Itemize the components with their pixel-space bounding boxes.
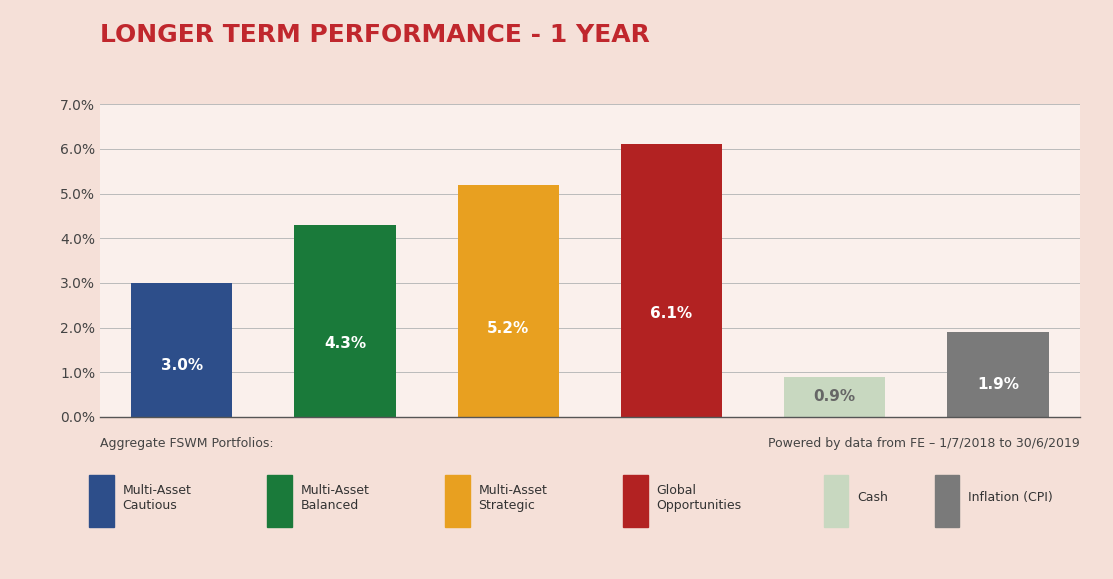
Bar	[295, 225, 395, 417]
Text: 4.3%: 4.3%	[324, 336, 366, 351]
Text: 1.9%: 1.9%	[977, 377, 1020, 392]
Bar	[621, 144, 722, 417]
Bar	[457, 185, 559, 417]
Text: 0.9%: 0.9%	[814, 389, 856, 404]
Text: Cash: Cash	[857, 492, 888, 504]
Text: Global
Opportunities: Global Opportunities	[657, 484, 741, 512]
Text: 3.0%: 3.0%	[160, 358, 203, 373]
Text: Multi-Asset
Cautious: Multi-Asset Cautious	[122, 484, 191, 512]
Bar	[947, 332, 1048, 417]
Text: Inflation (CPI): Inflation (CPI)	[968, 492, 1053, 504]
Text: Multi-Asset
Strategic: Multi-Asset Strategic	[479, 484, 548, 512]
Text: Powered by data from FE – 1/7/2018 to 30/6/2019: Powered by data from FE – 1/7/2018 to 30…	[768, 437, 1080, 450]
Bar	[131, 283, 233, 417]
Text: 5.2%: 5.2%	[487, 321, 530, 336]
Text: LONGER TERM PERFORMANCE - 1 YEAR: LONGER TERM PERFORMANCE - 1 YEAR	[100, 23, 650, 47]
Text: 6.1%: 6.1%	[650, 306, 692, 321]
Bar	[785, 377, 885, 417]
Text: Multi-Asset
Balanced: Multi-Asset Balanced	[301, 484, 370, 512]
Text: Aggregate FSWM Portfolios:: Aggregate FSWM Portfolios:	[100, 437, 274, 450]
